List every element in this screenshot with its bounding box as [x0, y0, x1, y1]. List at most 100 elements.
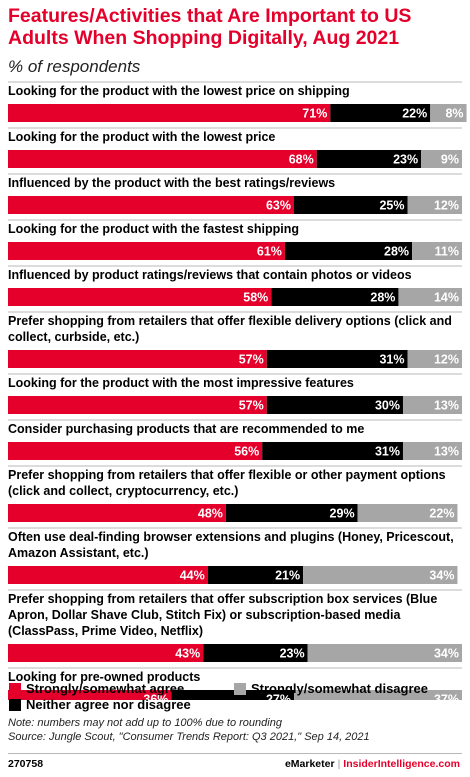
- data-label: 61%: [257, 245, 282, 259]
- footer-brand: eMarketer | InsiderIntelligence.com: [285, 758, 460, 770]
- bar-segment: [8, 504, 226, 522]
- bar-segment: [357, 504, 458, 522]
- data-label: 14%: [434, 291, 459, 305]
- category-label: (click and collect, cryptocurrency, etc.…: [8, 484, 238, 498]
- data-label: 56%: [234, 445, 259, 459]
- bar-segment: [8, 644, 204, 662]
- data-label: 57%: [239, 399, 264, 413]
- bar-segment: [8, 242, 285, 260]
- chart-subtitle: % of respondents: [8, 57, 141, 76]
- data-label: 30%: [375, 399, 400, 413]
- data-label: 28%: [370, 291, 395, 305]
- data-label: 28%: [384, 245, 409, 259]
- stacked-bar-chart: Looking for the product with the lowest …: [8, 81, 467, 701]
- data-label: 34%: [429, 569, 454, 583]
- bar-segment: [307, 644, 462, 662]
- data-label: 71%: [302, 107, 327, 121]
- data-label: 25%: [379, 199, 404, 213]
- data-label: 12%: [434, 353, 459, 367]
- category-label: Amazon Assistant, etc.): [8, 546, 149, 560]
- legend-label-agree: Strongly/somewhat agree: [26, 681, 185, 696]
- data-label: 9%: [441, 153, 459, 167]
- legend-swatch-neither: [9, 699, 21, 711]
- bar-segment: [303, 566, 458, 584]
- brand-separator: |: [337, 758, 341, 770]
- category-label: Influenced by product ratings/reviews th…: [8, 268, 412, 282]
- category-label: collect, curbside, etc.): [8, 330, 139, 344]
- category-label: Often use deal-finding browser extension…: [8, 530, 454, 544]
- bar-segment: [225, 504, 358, 522]
- data-label: 12%: [434, 199, 459, 213]
- bar-segment: [294, 690, 462, 700]
- chart-id: 270758: [8, 758, 44, 770]
- bar-segment: [330, 104, 431, 122]
- footnote: Note: numbers may not add up to 100% due…: [8, 717, 282, 729]
- data-label: 27%: [266, 693, 291, 701]
- category-label: Looking for the product with the fastest…: [8, 222, 299, 236]
- category-label: Prefer shopping from retailers that offe…: [8, 314, 452, 328]
- bar-segment: [284, 242, 413, 260]
- data-label: 58%: [243, 291, 268, 305]
- data-label: 23%: [393, 153, 418, 167]
- bar-segment: [8, 396, 267, 414]
- bar-segment: [294, 196, 408, 214]
- data-label: 48%: [198, 507, 223, 521]
- brand-emarketer: eMarketer: [284, 758, 335, 770]
- data-label: 34%: [434, 647, 459, 661]
- bar-segment: [8, 150, 317, 168]
- data-label: 21%: [275, 569, 300, 583]
- data-label: 13%: [434, 399, 459, 413]
- data-label: 68%: [289, 153, 314, 167]
- legend-label-disagree: Strongly/somewhat disagree: [251, 681, 428, 696]
- category-label: Prefer shopping from retailers that offe…: [8, 468, 446, 482]
- category-label: Apron, Dollar Shave Club, Stitch Fix) or…: [8, 608, 401, 622]
- bar-segment: [207, 566, 304, 584]
- data-label: 44%: [180, 569, 205, 583]
- bar-segment: [402, 442, 462, 460]
- category-label: Influenced by the product with the best …: [8, 176, 335, 190]
- bar-segment: [407, 196, 462, 214]
- bar-segment: [266, 350, 408, 368]
- category-label: Looking for pre-owned products: [8, 670, 200, 684]
- data-label: 63%: [266, 199, 291, 213]
- bar-segment: [8, 288, 272, 306]
- data-label: 31%: [375, 445, 400, 459]
- chart-title: Features/Activities that Are Important t…: [8, 5, 412, 49]
- bar-segment: [203, 644, 308, 662]
- data-label: 23%: [280, 647, 305, 661]
- category-label: (ClassPass, Prime Video, Netflix): [8, 624, 203, 638]
- data-label: 57%: [239, 353, 264, 367]
- bar-segment: [8, 442, 263, 460]
- data-label: 22%: [429, 507, 454, 521]
- bar-segment: [421, 150, 462, 168]
- legend-label-neither: Neither agree nor disagree: [26, 697, 191, 712]
- data-label: 13%: [434, 445, 459, 459]
- data-label: 11%: [435, 245, 459, 259]
- source-line: Source: Jungle Scout, "Consumer Trends R…: [8, 731, 370, 743]
- category-label: Looking for the product with the lowest …: [8, 130, 275, 144]
- bar-segment: [8, 350, 267, 368]
- bar-segment: [398, 288, 462, 306]
- bar-segment: [8, 104, 331, 122]
- bar-segment: [412, 242, 462, 260]
- bar-segment: [407, 350, 462, 368]
- brand-insiderintelligence: InsiderIntelligence.com: [343, 758, 460, 770]
- bar-segment: [8, 196, 295, 214]
- category-label: Prefer shopping from retailers that offe…: [8, 592, 437, 606]
- data-label: 31%: [379, 353, 404, 367]
- bar-segment: [271, 288, 399, 306]
- bar-segment: [430, 104, 467, 122]
- category-label: Looking for the product with the lowest …: [8, 84, 350, 98]
- data-label: 8%: [445, 107, 463, 121]
- data-label: 36%: [143, 693, 168, 701]
- bar-segment: [8, 566, 208, 584]
- data-label: 22%: [402, 107, 427, 121]
- data-label: 37%: [434, 693, 459, 701]
- category-label: Looking for the product with the most im…: [8, 376, 354, 390]
- category-label: Consider purchasing products that are re…: [8, 422, 364, 436]
- bar-segment: [402, 396, 462, 414]
- legend-swatch-agree: [9, 683, 21, 695]
- bar-segment: [262, 442, 403, 460]
- bar-segment: [171, 690, 295, 700]
- bar-segment: [266, 396, 403, 414]
